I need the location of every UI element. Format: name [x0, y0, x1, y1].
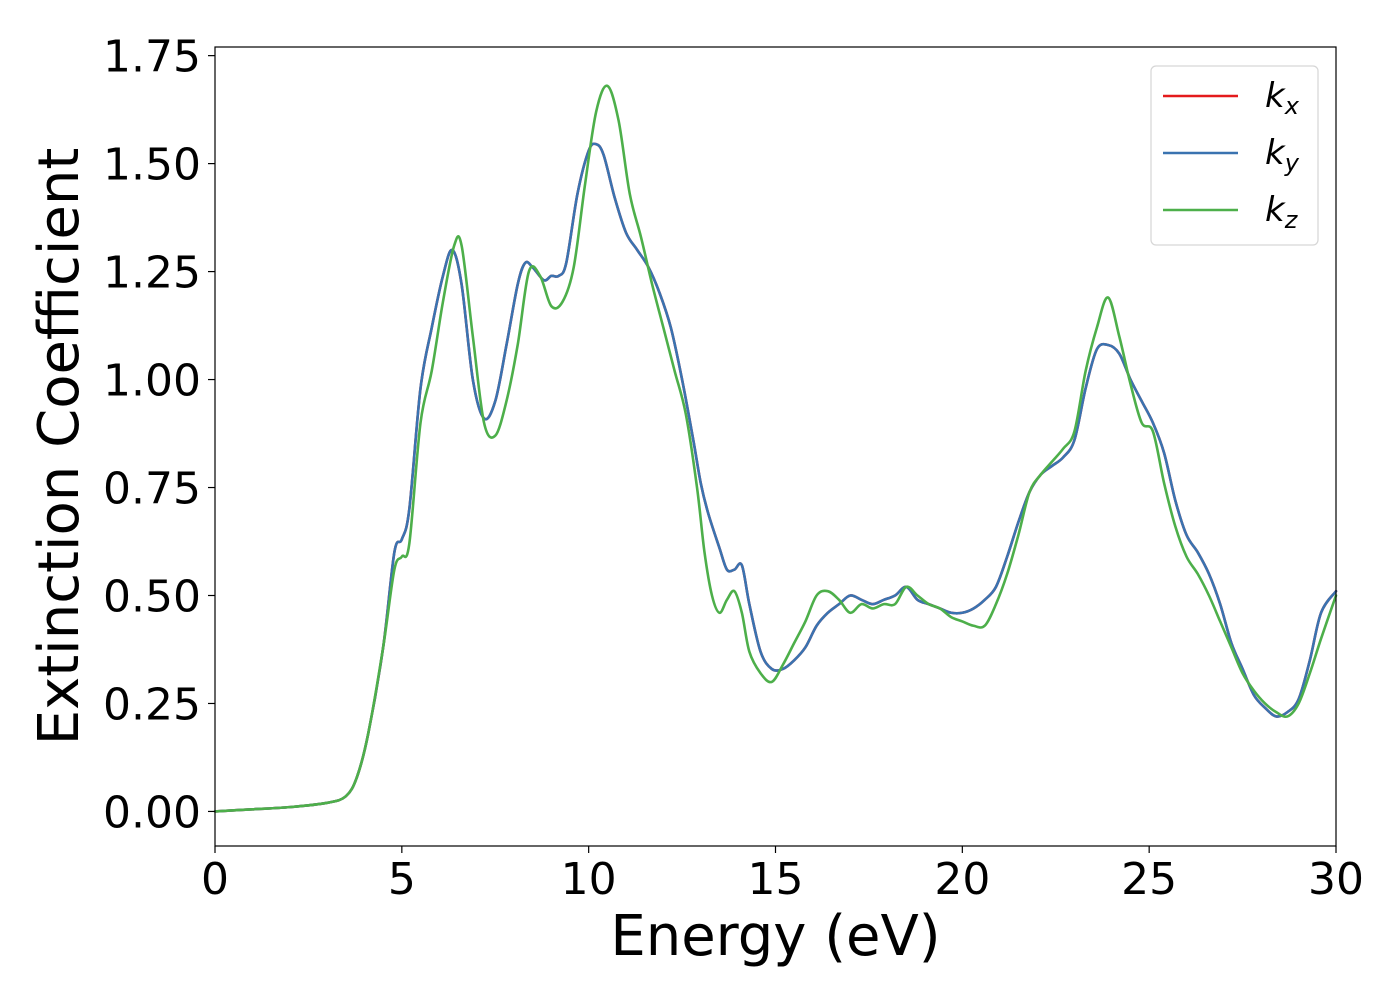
legend-label-z: kz	[1265, 190, 1299, 234]
x-tick-label: 15	[748, 854, 804, 905]
x-tick-label: 0	[201, 854, 229, 905]
y-axis-title: Extinction Coefficient	[27, 148, 92, 746]
y-tick-label: 0.00	[103, 787, 201, 838]
x-axis-title: Energy (eV)	[610, 904, 940, 969]
y-tick-label: 1.75	[103, 32, 201, 83]
x-tick-label: 30	[1308, 854, 1364, 905]
series-layer	[213, 84, 1338, 813]
y-tick-label: 1.25	[103, 248, 201, 299]
y-tick-label: 0.25	[103, 679, 201, 730]
legend-label-x: kx	[1265, 76, 1300, 120]
y-tick-label: 1.50	[103, 140, 201, 191]
legend-label-y: ky	[1265, 133, 1300, 177]
ticks-layer: 0 5 10 15 20 25 30 0.00 0.25 0.50 0.75 1.00 1.25 1.50…	[103, 32, 1364, 905]
x-tick-label: 20	[934, 854, 990, 905]
series-line-z	[213, 84, 1338, 813]
legend: kx ky kz	[1150, 65, 1319, 246]
x-tick-label: 25	[1121, 854, 1177, 905]
y-tick-label: 0.50	[103, 572, 201, 623]
legend-box	[1150, 65, 1319, 246]
y-tick-label: 1.00	[103, 356, 201, 407]
x-tick-label: 10	[561, 854, 617, 905]
y-tick-label: 0.75	[103, 464, 201, 515]
series-line-y	[213, 142, 1338, 813]
x-tick-label: 5	[388, 854, 416, 905]
